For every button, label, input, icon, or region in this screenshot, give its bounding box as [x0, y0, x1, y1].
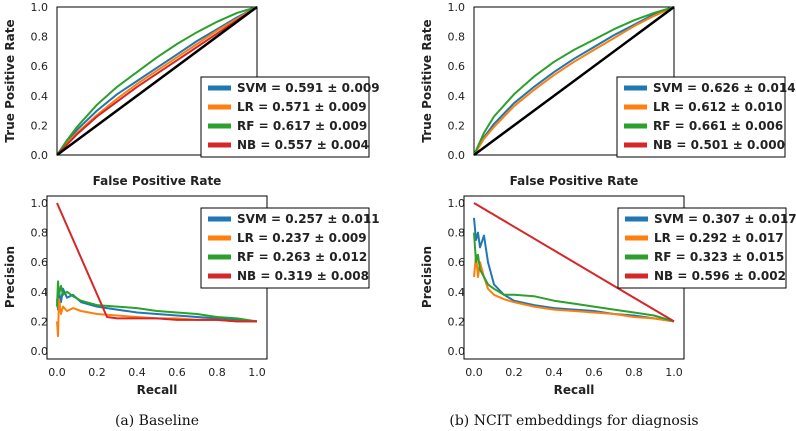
legend-label-lr: LR = 0.237 ± 0.009 [237, 231, 367, 245]
series-line-svm [56, 287, 258, 323]
x-tick-label: 0.6 [585, 366, 603, 379]
legend-label-rf: RF = 0.661 ± 0.006 [653, 119, 783, 133]
legend-label-svm: SVM = 0.257 ± 0.011 [237, 212, 380, 226]
y-tick-label: 1.0 [31, 197, 49, 210]
legend-label-rf: RF = 0.617 ± 0.009 [237, 119, 367, 133]
y-tick-label: 0.4 [448, 90, 466, 103]
series-line-svm [56, 6, 258, 156]
y-tick-label: 0.2 [448, 119, 466, 132]
y-tick-label: 1.0 [31, 1, 49, 14]
tick-group: 0.0 0.2 0.4 0.6 0.8 1.0 [448, 1, 466, 162]
legend-label-svm: SVM = 0.307 ± 0.017 [654, 212, 796, 226]
y-tick-label: 0.0 [448, 149, 466, 162]
x-axis-label: Recall [137, 383, 178, 397]
legend-label-nb: NB = 0.501 ± 0.000 [653, 138, 785, 152]
x-tick-label: 0.8 [625, 366, 643, 379]
x-tick-label: 0.2 [88, 366, 106, 379]
y-axis-label: Precision [420, 246, 434, 308]
y-axis-label: True Positive Rate [420, 19, 434, 142]
legend: SVM = 0.626 ± 0.014 LR = 0.612 ± 0.010 RF … [616, 76, 796, 158]
x-tick-label: 0.4 [545, 366, 563, 379]
legend-label-lr: LR = 0.292 ± 0.017 [654, 231, 784, 245]
y-tick-label: 0.0 [31, 345, 49, 358]
legend: SVM = 0.307 ± 0.017 LR = 0.292 ± 0.017 RF … [617, 207, 796, 289]
y-tick-label: 0.0 [448, 345, 466, 358]
legend-label-rf: RF = 0.263 ± 0.012 [237, 250, 367, 264]
y-axis-label: True Positive Rate [3, 19, 17, 142]
tick-group: 0.0 0.2 0.4 0.6 0.8 1.0 [31, 1, 49, 162]
series-group [473, 5, 675, 157]
y-tick-label: 0.2 [31, 315, 49, 328]
y-tick-label: 0.8 [31, 227, 49, 240]
tick-group: 0.0 0.2 0.4 0.6 0.8 1.0 0.0 0.2 0.4 0.6 0.8 1.0 [448, 197, 683, 379]
panel-pr-baseline: 0.0 0.2 0.4 0.6 0.8 1.0 0.0 0.2 0.4 0.6 0.8 1.0 Rec… [3, 195, 380, 397]
series-group [473, 202, 675, 323]
series-line-svm [473, 6, 675, 156]
x-tick-label: 0.4 [128, 366, 146, 379]
y-tick-label: 0.0 [31, 149, 49, 162]
legend-label-svm: SVM = 0.626 ± 0.014 [653, 81, 796, 95]
legend-label-rf: RF = 0.323 ± 0.015 [654, 250, 784, 264]
series-line-rf [473, 232, 675, 323]
x-tick-label: 0.0 [48, 366, 66, 379]
legend-label-lr: LR = 0.571 ± 0.009 [237, 100, 367, 114]
series-line-lr [56, 6, 258, 156]
y-tick-label: 0.6 [448, 60, 466, 73]
y-tick-label: 1.0 [448, 197, 466, 210]
x-tick-label: 0.6 [168, 366, 186, 379]
series-line-rf [56, 6, 258, 156]
y-tick-label: 0.4 [31, 286, 49, 299]
panel-pr-ncit: 0.0 0.2 0.4 0.6 0.8 1.0 0.0 0.2 0.4 0.6 0.8 1.0 Rec… [420, 195, 796, 397]
y-axis-label: Precision [3, 246, 17, 308]
legend-label-nb: NB = 0.596 ± 0.002 [654, 269, 786, 283]
series-line-lr [473, 6, 675, 156]
y-tick-label: 0.8 [448, 31, 466, 44]
x-axis-label: False Positive Rate [510, 174, 639, 188]
tick-group: 0.0 0.2 0.4 0.6 0.8 1.0 0.0 0.2 0.4 0.6 0.8 1.0 [31, 197, 266, 379]
caption-a: (a) Baseline [115, 413, 199, 429]
y-tick-label: 0.6 [31, 60, 49, 73]
y-tick-label: 0.6 [448, 256, 466, 269]
legend-label-lr: LR = 0.612 ± 0.010 [653, 100, 783, 114]
series-line-nb [56, 6, 258, 156]
series-group [56, 5, 258, 157]
series-line-rf [56, 280, 258, 323]
panel-roc-ncit: 0.0 0.2 0.4 0.6 0.8 1.0 False Positive Rate T… [420, 1, 796, 188]
series-line-nb [473, 202, 675, 323]
x-tick-label: 1.0 [248, 366, 266, 379]
series-line-nb [56, 202, 257, 323]
series-group [56, 202, 258, 338]
panel-roc-baseline: 0.0 0.2 0.4 0.6 0.8 1.0 False Positive Rate T… [3, 1, 380, 188]
x-tick-label: 0.8 [208, 366, 226, 379]
y-tick-label: 1.0 [448, 1, 466, 14]
x-tick-label: 1.0 [665, 366, 683, 379]
y-tick-label: 0.4 [31, 90, 49, 103]
chance-diagonal-line [56, 5, 258, 157]
x-tick-label: 0.0 [465, 366, 483, 379]
legend: SVM = 0.591 ± 0.009 LR = 0.571 ± 0.009 RF … [200, 76, 380, 158]
y-tick-label: 0.6 [31, 256, 49, 269]
x-axis-label: Recall [554, 383, 595, 397]
series-line-rf [473, 6, 675, 156]
y-tick-label: 0.4 [448, 286, 466, 299]
y-tick-label: 0.8 [448, 227, 466, 240]
chance-diagonal-line [473, 5, 675, 157]
x-tick-label: 0.2 [505, 366, 523, 379]
caption-b: (b) NCIT embeddings for diagnosis [449, 413, 698, 429]
legend: SVM = 0.257 ± 0.011 LR = 0.237 ± 0.009 RF … [200, 207, 380, 289]
legend-label-svm: SVM = 0.591 ± 0.009 [237, 81, 380, 95]
legend-label-nb: NB = 0.319 ± 0.008 [237, 269, 369, 283]
legend-label-nb: NB = 0.557 ± 0.004 [237, 138, 369, 152]
y-tick-label: 0.2 [31, 119, 49, 132]
y-tick-label: 0.8 [31, 31, 49, 44]
x-axis-label: False Positive Rate [93, 174, 222, 188]
y-tick-label: 0.2 [448, 315, 466, 328]
